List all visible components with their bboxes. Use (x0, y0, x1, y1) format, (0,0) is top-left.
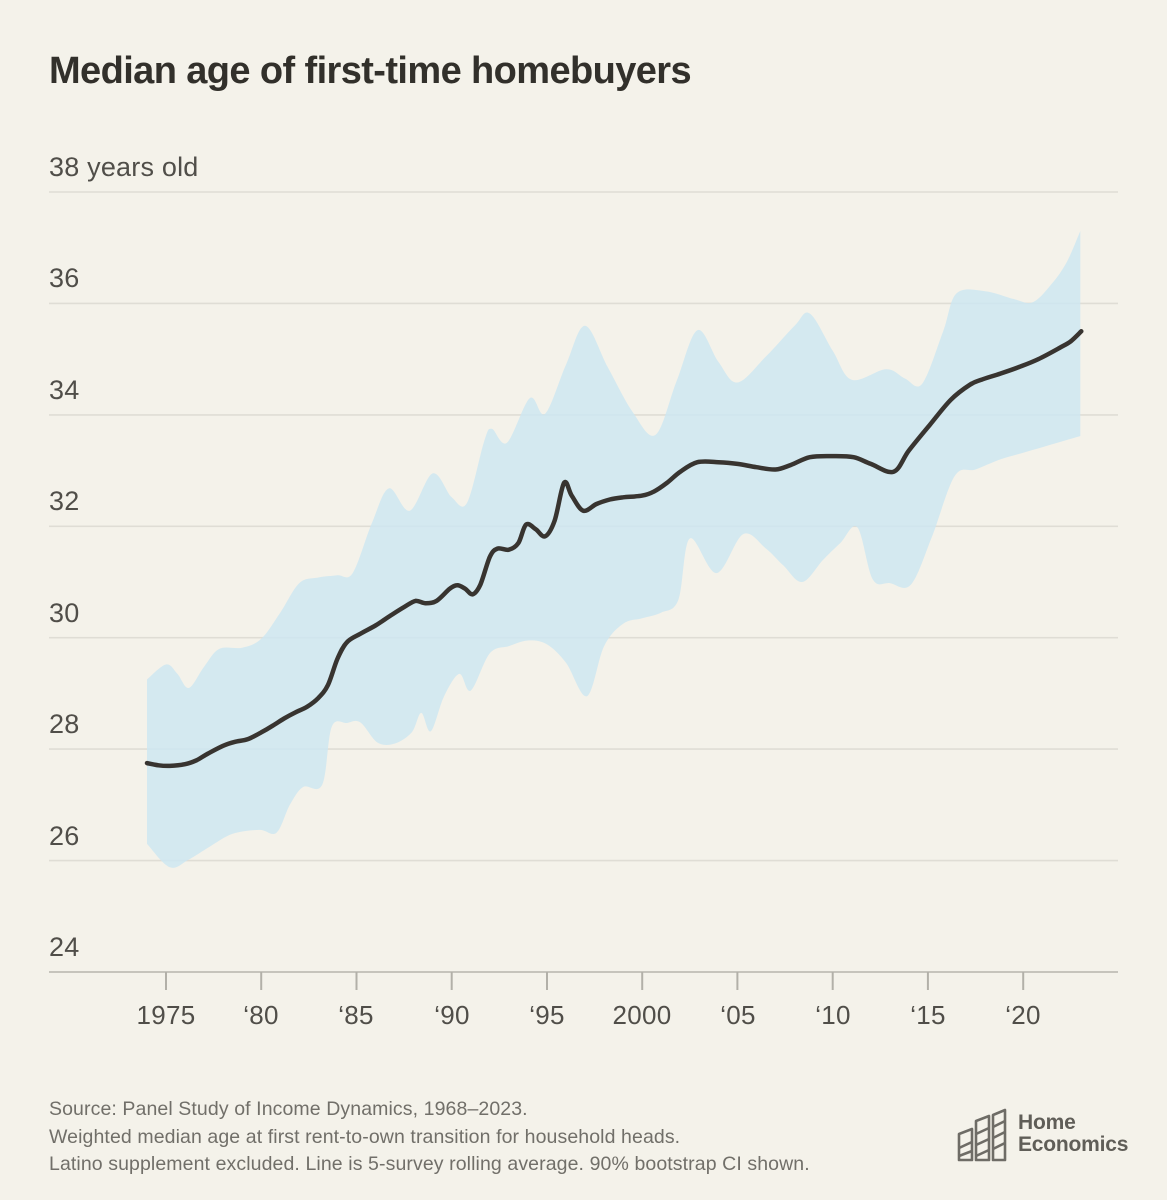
y-axis-label-26: 26 (49, 821, 80, 851)
bar-chart-logo-icon (957, 1108, 1007, 1162)
logo-word-home: Home (1018, 1111, 1076, 1134)
x-axis-label-20: ‘20 (1005, 1000, 1041, 1030)
footnote-method-line: Weighted median age at first rent-to-own… (49, 1125, 681, 1148)
y-axis-label-32: 32 (49, 486, 80, 516)
x-axis-label-90: ‘90 (434, 1000, 470, 1030)
y-axis-label-34: 34 (49, 375, 80, 405)
y-axis-label-24: 24 (49, 932, 80, 962)
x-axis-label-85: ‘85 (338, 1000, 374, 1030)
footnote-detail-line: Latino supplement excluded. Line is 5-su… (49, 1153, 810, 1175)
logo-wordmark: Home Economics (1018, 1112, 1128, 1156)
x-axis-label-15: ‘15 (910, 1000, 946, 1030)
x-axis-ticks (165, 972, 1025, 990)
x-axis-label-1975: 1975 (136, 1000, 196, 1030)
x-axis-label-95: ‘95 (529, 1000, 565, 1030)
y-axis-label-36: 36 (49, 263, 80, 293)
median-age-line (144, 329, 1084, 769)
y-axis-label-38: 38 years old (49, 152, 199, 182)
chart-title: Median age of first-time homebuyers (49, 50, 692, 92)
x-axis-label-2000: 2000 (612, 1000, 672, 1030)
home-economics-logo: Home Economics (956, 1108, 1136, 1168)
footnote: Source: Panel Study of Income Dynamics, … (49, 1096, 869, 1179)
x-axis-label-80: ‘80 (243, 1000, 279, 1030)
y-axis-label-30: 30 (49, 598, 80, 628)
x-axis-label-05: ‘05 (720, 1000, 756, 1030)
confidence-band (147, 231, 1081, 868)
logo-word-economics: Economics (1018, 1133, 1129, 1156)
footnote-source-line: Source: Panel Study of Income Dynamics, … (49, 1098, 528, 1120)
x-axis-label-10: ‘10 (815, 1000, 851, 1030)
y-axis-label-28: 28 (49, 709, 80, 739)
